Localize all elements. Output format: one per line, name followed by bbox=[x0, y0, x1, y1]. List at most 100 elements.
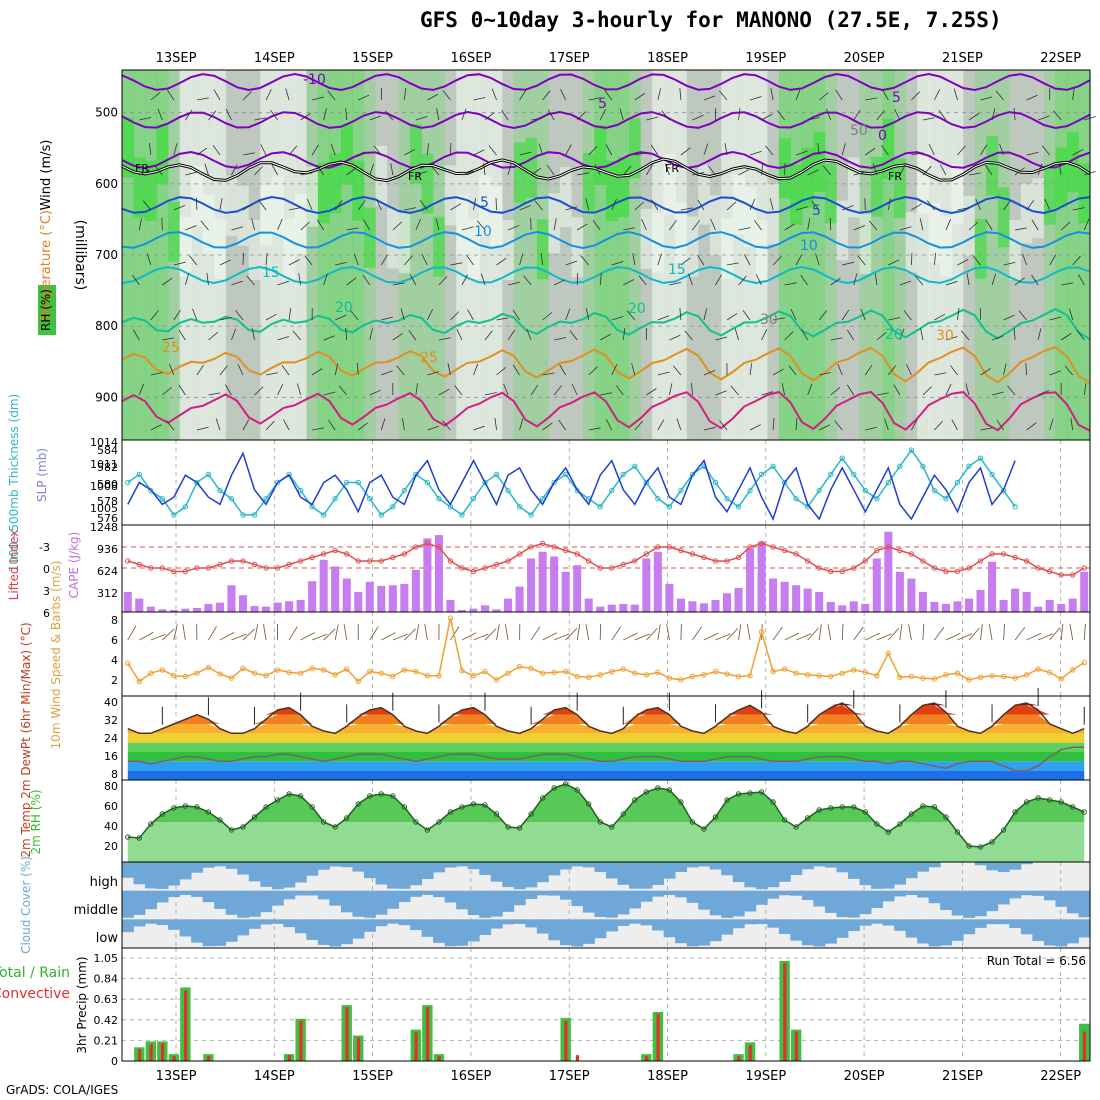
wind-barb bbox=[316, 164, 324, 176]
cloud-cell bbox=[456, 862, 469, 867]
wind-barb bbox=[784, 223, 796, 231]
wind-barb bbox=[558, 419, 566, 431]
temperature-contour bbox=[121, 110, 1091, 130]
wind-barb bbox=[300, 221, 310, 231]
cloud-cell bbox=[145, 862, 157, 889]
cape-bar bbox=[953, 601, 962, 612]
cloud-cell bbox=[202, 890, 215, 903]
wind-barb bbox=[484, 392, 497, 396]
thickness-tick: 580 bbox=[97, 478, 118, 491]
cloud-cell bbox=[410, 919, 423, 931]
footer-credit: GrADS: COLA/IGES bbox=[6, 1083, 119, 1097]
wind-barb bbox=[466, 254, 474, 266]
lifted-index-line-point bbox=[609, 565, 615, 571]
thickness-line-point bbox=[977, 455, 984, 461]
wind-barb bbox=[242, 152, 255, 156]
wind-barb bbox=[150, 92, 161, 101]
wind-barb bbox=[138, 218, 142, 231]
wind-barb bbox=[860, 308, 866, 321]
rh-cell bbox=[340, 124, 353, 185]
cape-bar bbox=[227, 585, 236, 612]
wind-barb bbox=[657, 88, 662, 101]
rh-line-point bbox=[125, 834, 131, 840]
wind-barb bbox=[173, 205, 186, 211]
slp-panel-bg bbox=[122, 440, 1090, 525]
cloud-cell bbox=[271, 862, 284, 890]
wind-barb bbox=[742, 310, 751, 321]
cloud-cell bbox=[536, 862, 549, 883]
slp-tick: 1011 bbox=[90, 458, 118, 471]
wind-barb bbox=[835, 89, 843, 101]
wind-barb-10m bbox=[484, 628, 497, 641]
wind-barb bbox=[715, 336, 728, 341]
wind-barb bbox=[1069, 308, 1074, 321]
wind-barb-10m bbox=[853, 626, 864, 641]
wind-barb-10m bbox=[1060, 624, 1064, 641]
wind-barb-10m bbox=[553, 633, 570, 641]
wind-barb-10m bbox=[162, 628, 175, 641]
rh-line-point bbox=[989, 839, 995, 845]
slp-tick: 1014 bbox=[90, 436, 118, 449]
wind-barb bbox=[408, 330, 417, 341]
rh-cell bbox=[709, 195, 722, 256]
wind-barb bbox=[213, 89, 221, 101]
lifted-index-line-point bbox=[839, 568, 845, 575]
wind-barb bbox=[553, 218, 557, 231]
lifted-index-line-point bbox=[309, 554, 315, 561]
wind-barb bbox=[934, 313, 946, 321]
cloud-cell bbox=[698, 890, 711, 910]
lifted-index-line-point bbox=[378, 558, 384, 564]
cloud-cell bbox=[917, 919, 930, 944]
rh-cell bbox=[698, 164, 711, 225]
wind-barb bbox=[473, 363, 479, 376]
cloud-cell bbox=[905, 890, 918, 896]
wind-barb bbox=[553, 385, 562, 396]
precip-convective-bar bbox=[644, 1056, 649, 1061]
rh-line-point bbox=[862, 809, 868, 815]
wind-barb-10m bbox=[887, 627, 900, 641]
cloud-cell bbox=[548, 862, 561, 876]
precip-legend-convective: Convective bbox=[0, 986, 70, 1002]
rh-cell bbox=[1032, 178, 1045, 239]
cloud-cell bbox=[1078, 890, 1091, 918]
rh-line-point bbox=[701, 826, 707, 832]
lifted-index-line-point bbox=[989, 551, 995, 557]
temperature-contour bbox=[121, 346, 1091, 384]
cloud-cell bbox=[490, 862, 503, 882]
rh-line-point bbox=[966, 843, 972, 849]
cloud-cell bbox=[559, 890, 572, 900]
thickness-line-point bbox=[758, 471, 765, 478]
rh-line-point bbox=[424, 827, 431, 833]
wind-speed-line-point bbox=[851, 667, 857, 673]
wind-speed-line-point bbox=[401, 667, 408, 673]
wind-barb bbox=[999, 143, 1004, 156]
wind-speed-line-point bbox=[689, 673, 696, 680]
wind-speed-line-point bbox=[1058, 676, 1064, 682]
rh-line-point bbox=[1058, 799, 1064, 805]
thickness-line-point bbox=[482, 479, 488, 486]
wind-speed-line-point bbox=[240, 665, 246, 671]
wind-barb bbox=[841, 143, 846, 156]
wind-barb bbox=[588, 427, 601, 431]
wind-barb bbox=[853, 273, 858, 286]
cloud-row-label: low bbox=[96, 931, 119, 946]
lifted-index-line-point bbox=[182, 568, 189, 575]
rh-cell bbox=[790, 164, 803, 225]
wind-barb bbox=[132, 329, 140, 341]
wind-barb bbox=[254, 386, 264, 396]
cloud-cell bbox=[675, 862, 688, 873]
wind-barb-10m bbox=[300, 632, 315, 641]
thickness-line-point bbox=[378, 512, 384, 518]
wind-barb bbox=[960, 330, 970, 341]
wind-barb bbox=[911, 419, 918, 431]
wind-barb bbox=[576, 111, 586, 121]
cloud-cell bbox=[744, 890, 757, 912]
thickness-line-point bbox=[724, 496, 730, 502]
cloud-cell bbox=[836, 862, 849, 873]
cloud-cell bbox=[606, 890, 618, 918]
wind-barb bbox=[703, 426, 716, 431]
cloud-cell bbox=[813, 862, 826, 867]
wind-barb bbox=[369, 115, 382, 121]
cloud-cell bbox=[778, 862, 791, 882]
